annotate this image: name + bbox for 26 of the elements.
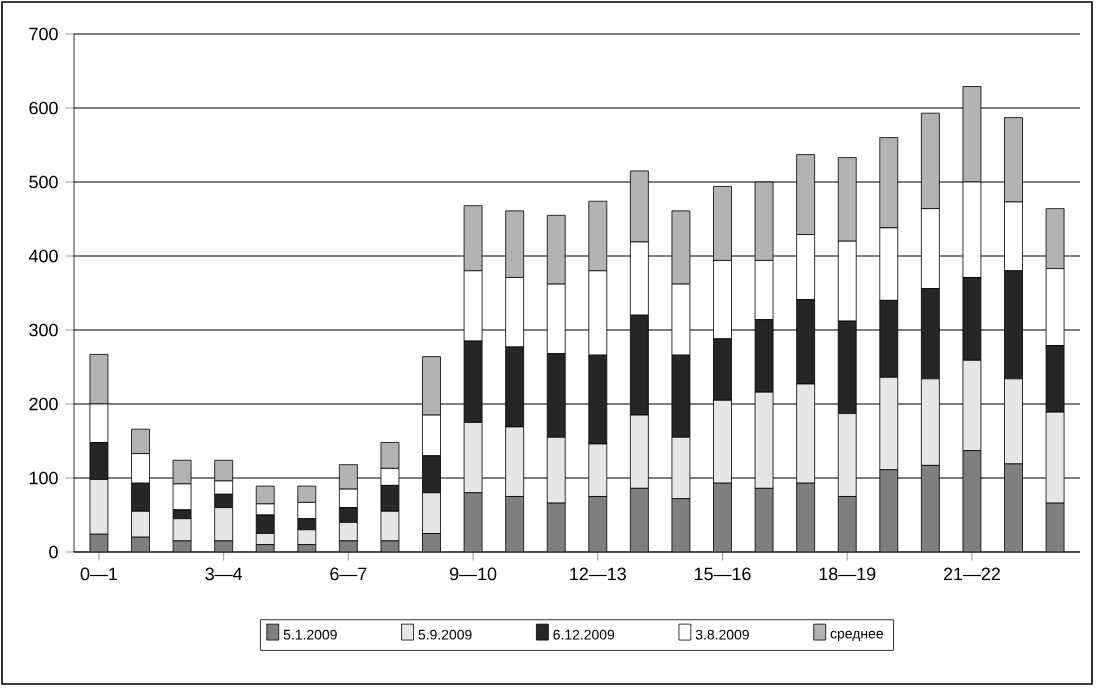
y-tick-label: 700: [29, 27, 58, 41]
bar: [796, 482, 816, 552]
y-tick-label: 200: [29, 397, 58, 411]
bar: [1004, 463, 1023, 552]
x-tick-label: 9—10: [450, 567, 497, 581]
y-tick-label: 400: [28, 249, 58, 263]
y-tick-label: 500: [29, 175, 58, 189]
y-tick-label: 300: [29, 323, 58, 337]
bar: [546, 502, 566, 552]
y-tick-label: 0: [49, 545, 58, 559]
y-tick-label: 100: [29, 471, 58, 485]
y-tick-label: 600: [29, 101, 58, 115]
x-tick-label: 21—22: [943, 567, 1000, 581]
x-tick-label: 6—7: [330, 567, 367, 581]
x-tick-label: 18—19: [819, 567, 876, 581]
x-tick-label: 12—13: [570, 567, 626, 581]
bar: [879, 469, 899, 552]
x-tick-label: 0—1: [80, 567, 117, 581]
bar: [588, 496, 608, 552]
bar: [920, 465, 940, 552]
bar: [505, 496, 525, 552]
x-tick-label: 3—4: [205, 567, 243, 581]
x-tick-label: 15—16: [694, 567, 751, 581]
bar: [713, 482, 732, 552]
bar: [629, 487, 649, 552]
bar: [837, 496, 857, 552]
